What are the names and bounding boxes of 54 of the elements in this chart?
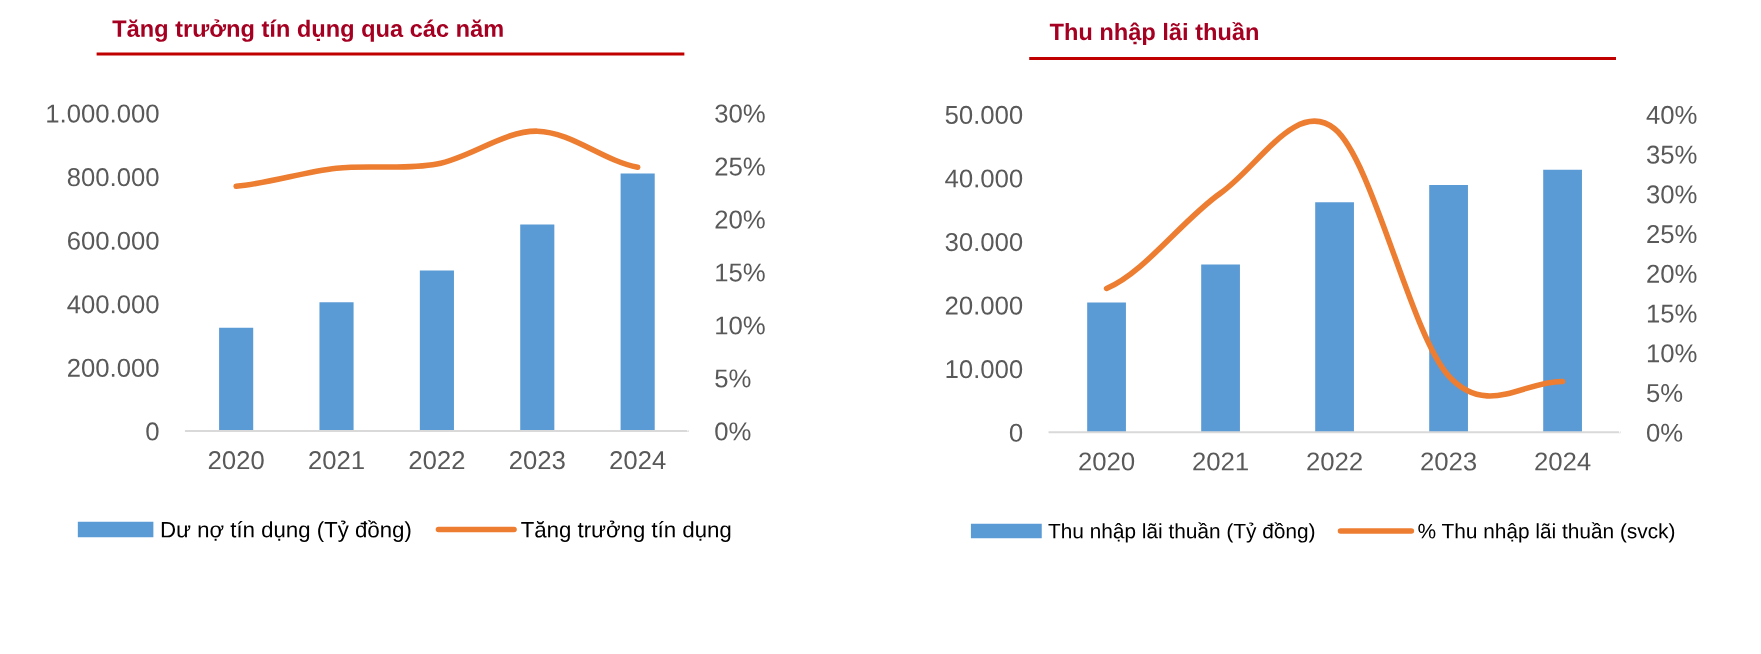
y2-tick-label: 40% xyxy=(1646,105,1697,125)
y-tick-label: 400.000 xyxy=(67,295,159,314)
x-tick-label: 2020 xyxy=(208,451,264,470)
x-tick-label: 2022 xyxy=(409,451,465,470)
x-tick-label: 2020 xyxy=(1079,452,1135,471)
y-tick-label: 0 xyxy=(146,422,159,441)
bar xyxy=(620,173,655,431)
bar xyxy=(1087,302,1126,433)
y-tick-label: 200.000 xyxy=(68,358,159,377)
y2-tick-label: 25% xyxy=(1647,225,1697,244)
x-tick-label: 2024 xyxy=(610,451,666,470)
y2-tick-label: 15% xyxy=(716,263,765,282)
y2-tick-label: 30% xyxy=(715,104,765,123)
y-tick-label: 1.000.000 xyxy=(47,104,159,123)
y-tick-label: 0 xyxy=(1009,423,1023,442)
x-tick-label: 2024 xyxy=(1535,452,1591,471)
y2-tick-label: 5% xyxy=(1647,384,1683,403)
y2-tick-label: 0% xyxy=(715,422,751,441)
y2-tick-label: 35% xyxy=(1646,145,1697,164)
y2-tick-label: 25% xyxy=(715,157,765,176)
y2-tick-label: 10% xyxy=(716,316,765,335)
y-tick-label: 600.000 xyxy=(68,231,159,250)
y-tick-label: 20.000 xyxy=(945,296,1023,315)
y-tick-label: 800.000 xyxy=(67,168,159,187)
bar xyxy=(419,270,454,431)
chart-title: Thu nhập lãi thuần xyxy=(1049,21,1258,45)
legend-label: Dư nợ tín dụng (Tỷ đồng) xyxy=(161,520,411,542)
bar xyxy=(520,224,555,431)
y2-tick-label: 20% xyxy=(715,210,765,229)
y-tick-label: 10.000 xyxy=(946,360,1023,379)
chart-title: Tăng trưởng tín dụng qua các năm xyxy=(112,19,503,42)
y2-tick-label: 0% xyxy=(1646,423,1683,442)
y-tick-label: 30.000 xyxy=(945,232,1023,252)
x-tick-label: 2023 xyxy=(510,451,565,470)
legend-label: % Thu nhập lãi thuần (svck) xyxy=(1418,522,1675,543)
x-tick-label: 2023 xyxy=(1421,452,1477,471)
legend-label: Thu nhập lãi thuần (Tỷ đồng) xyxy=(1048,522,1315,543)
x-tick-label: 2022 xyxy=(1307,452,1362,471)
y2-tick-label: 20% xyxy=(1647,264,1697,283)
y2-tick-label: 10% xyxy=(1647,344,1697,363)
bar xyxy=(219,327,254,431)
bar xyxy=(319,302,354,431)
x-tick-label: 2021 xyxy=(1193,452,1248,471)
bar xyxy=(1315,202,1354,433)
bar xyxy=(1201,264,1240,433)
y2-tick-label: 30% xyxy=(1646,185,1697,204)
y2-tick-label: 15% xyxy=(1647,304,1697,323)
legend-label: Tăng trưởng tín dụng xyxy=(521,520,731,542)
bar xyxy=(1429,185,1468,433)
y2-tick-label: 5% xyxy=(715,369,751,388)
y-tick-label: 40.000 xyxy=(945,169,1023,188)
bar xyxy=(1543,169,1582,433)
y-tick-label: 50.000 xyxy=(945,105,1023,125)
x-tick-label: 2021 xyxy=(309,451,364,470)
